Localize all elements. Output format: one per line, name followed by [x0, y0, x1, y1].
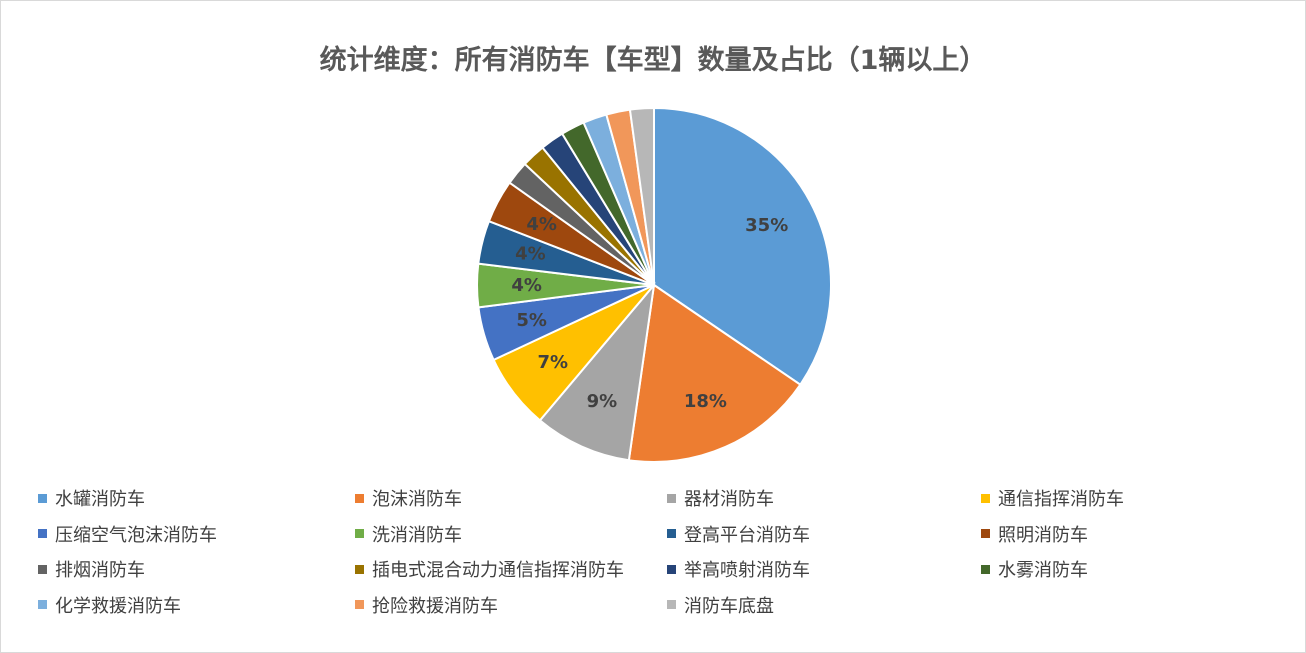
legend-label: 通信指挥消防车	[998, 489, 1124, 510]
legend-swatch	[38, 564, 47, 574]
pie-slice	[538, 281, 656, 462]
legend-item: 登高平台消防车	[667, 519, 810, 549]
legend-swatch	[981, 529, 990, 538]
legend-item: 水雾消防车	[981, 554, 1088, 584]
legend-label: 器材消防车	[684, 489, 774, 510]
legend-item: 消防车底盘	[667, 590, 774, 620]
legend-label: 消防车底盘	[684, 595, 774, 617]
legend-item: 通信指挥消防车	[981, 483, 1124, 513]
legend-label: 照明消防车	[998, 524, 1088, 546]
pie-slice	[628, 106, 655, 286]
slice-data-label: 35%	[745, 215, 788, 236]
legend-swatch	[981, 564, 990, 574]
legend-swatch	[667, 493, 676, 503]
legend-item: 水罐消防车	[38, 483, 145, 513]
legend-item: 插电式混合动力通信指挥消防车	[355, 554, 624, 584]
legend-label: 水雾消防车	[998, 560, 1088, 581]
legend-swatch	[38, 493, 47, 503]
slice-data-label: 9%	[587, 391, 618, 412]
legend-item: 泡沫消防车	[355, 483, 462, 513]
slice-data-label: 4%	[515, 244, 546, 265]
legend-label: 举高喷射消防车	[684, 560, 810, 581]
legend-item: 化学救援消防车	[38, 590, 181, 620]
legend-swatch	[355, 564, 364, 574]
legend-label: 压缩空气泡沫消防车	[55, 524, 217, 546]
pie-slice	[627, 283, 802, 463]
legend-swatch	[667, 564, 676, 574]
slice-data-label: 4%	[526, 214, 557, 235]
legend-swatch	[355, 493, 364, 503]
slice-data-label: 18%	[684, 391, 727, 412]
legend-item: 洗消消防车	[355, 519, 462, 549]
legend-swatch	[667, 600, 676, 609]
legend-label: 插电式混合动力通信指挥消防车	[372, 560, 624, 581]
legend-item: 照明消防车	[981, 519, 1088, 549]
legend-swatch	[667, 529, 676, 538]
legend-swatch	[355, 600, 364, 609]
legend-label: 泡沫消防车	[372, 489, 462, 510]
legend-item: 抢险救援消防车	[355, 590, 498, 620]
legend-swatch	[38, 529, 47, 538]
legend-swatch	[355, 529, 364, 538]
legend-label: 排烟消防车	[55, 560, 145, 581]
slice-data-label: 5%	[516, 310, 547, 331]
legend-label: 化学救援消防车	[55, 595, 181, 617]
legend-item: 器材消防车	[667, 483, 774, 513]
legend-label: 水罐消防车	[55, 489, 145, 510]
legend-label: 抢险救援消防车	[372, 595, 498, 617]
slice-data-label: 7%	[538, 352, 569, 373]
legend-swatch	[38, 600, 47, 609]
slice-data-label: 4%	[511, 275, 542, 296]
chart-title: 统计维度：所有消防车【车型】数量及占比（1辆以上）	[319, 45, 987, 76]
pie-slice	[653, 106, 832, 387]
legend-label: 登高平台消防车	[684, 524, 810, 546]
legend-item: 压缩空气泡沫消防车	[38, 519, 217, 549]
legend-label: 洗消消防车	[372, 524, 462, 546]
legend-item: 排烟消防车	[38, 554, 145, 584]
legend-item: 举高喷射消防车	[667, 554, 810, 584]
legend-swatch	[981, 493, 990, 503]
